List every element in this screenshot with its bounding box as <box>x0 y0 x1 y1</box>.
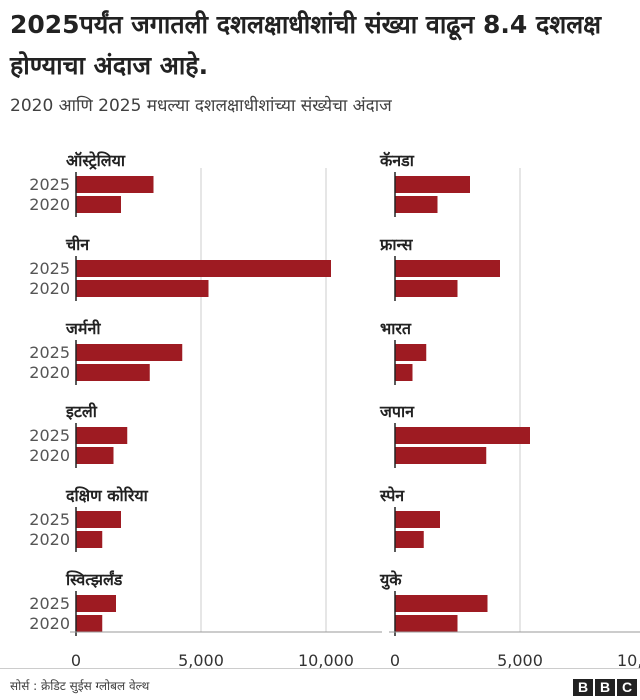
x-tick-label: 10,000 <box>298 651 354 670</box>
panel-title: स्पेन <box>379 486 405 505</box>
bbc-logo-letter: B <box>595 679 615 696</box>
bar-2020 <box>395 615 458 632</box>
bbc-logo: B B C <box>573 679 637 696</box>
panel-title: इटली <box>65 402 98 421</box>
series-label: 2020 <box>29 279 70 298</box>
series-label: 2025 <box>29 259 70 278</box>
bbc-logo-letter: B <box>573 679 593 696</box>
x-tick-label: 10,000 <box>617 651 640 670</box>
bar-2025 <box>76 260 331 277</box>
panel-title: दक्षिण कोरिया <box>65 486 149 505</box>
bar-2025 <box>76 511 121 528</box>
panel-title: जपान <box>379 402 415 421</box>
bar-2020 <box>76 196 121 213</box>
panel-title: जर्मनी <box>65 319 101 338</box>
x-tick-label: 0 <box>390 651 400 670</box>
bar-2020 <box>395 447 487 464</box>
bar-2025 <box>76 427 128 444</box>
footer-divider <box>0 668 640 669</box>
bar-2020 <box>395 280 458 297</box>
source-note: सोर्स : क्रेडिट सुईस ग्लोबल वेल्थ <box>10 679 150 693</box>
bar-2020 <box>395 531 424 548</box>
bar-2020 <box>76 447 114 464</box>
bar-2020 <box>395 196 438 213</box>
x-tick-label: 0 <box>71 651 81 670</box>
bar-2020 <box>76 531 103 548</box>
bbc-logo-letter: C <box>617 679 637 696</box>
bar-2020 <box>76 615 103 632</box>
series-label: 2020 <box>29 530 70 549</box>
series-label: 2025 <box>29 343 70 362</box>
x-tick-label: 5,000 <box>178 651 224 670</box>
series-label: 2025 <box>29 510 70 529</box>
panel-title: भारत <box>380 319 412 338</box>
bar-2020 <box>76 280 209 297</box>
panel-title: ऑस्ट्रेलिया <box>66 151 126 170</box>
panel-title: फ्रान्स <box>379 235 414 254</box>
series-label: 2025 <box>29 175 70 194</box>
x-tick-label: 5,000 <box>497 651 543 670</box>
bar-2025 <box>76 344 183 361</box>
bar-2025 <box>395 595 488 612</box>
series-label: 2025 <box>29 426 70 445</box>
panel-title: स्वित्झर्लंड <box>65 570 124 589</box>
series-label: 2020 <box>29 363 70 382</box>
panel-title: कॅनडा <box>379 151 415 170</box>
series-label: 2020 <box>29 195 70 214</box>
bar-2025 <box>395 511 440 528</box>
bar-2025 <box>395 427 530 444</box>
bar-2025 <box>395 260 500 277</box>
series-label: 2020 <box>29 446 70 465</box>
bar-2020 <box>395 364 413 381</box>
bar-2025 <box>76 595 116 612</box>
bar-2025 <box>395 344 427 361</box>
panel-title: चीन <box>65 235 90 254</box>
chart-title: 2025पर्यंत जगातली दशलक्षाधीशांची संख्या … <box>10 10 602 80</box>
series-label: 2020 <box>29 614 70 633</box>
chart-subtitle: 2020 आणि 2025 मधल्या दशलक्षाधीशांच्या सं… <box>10 96 392 116</box>
panel-title: युके <box>379 570 402 590</box>
bar-2020 <box>76 364 150 381</box>
bar-2025 <box>76 176 154 193</box>
series-label: 2025 <box>29 594 70 613</box>
bar-2025 <box>395 176 470 193</box>
